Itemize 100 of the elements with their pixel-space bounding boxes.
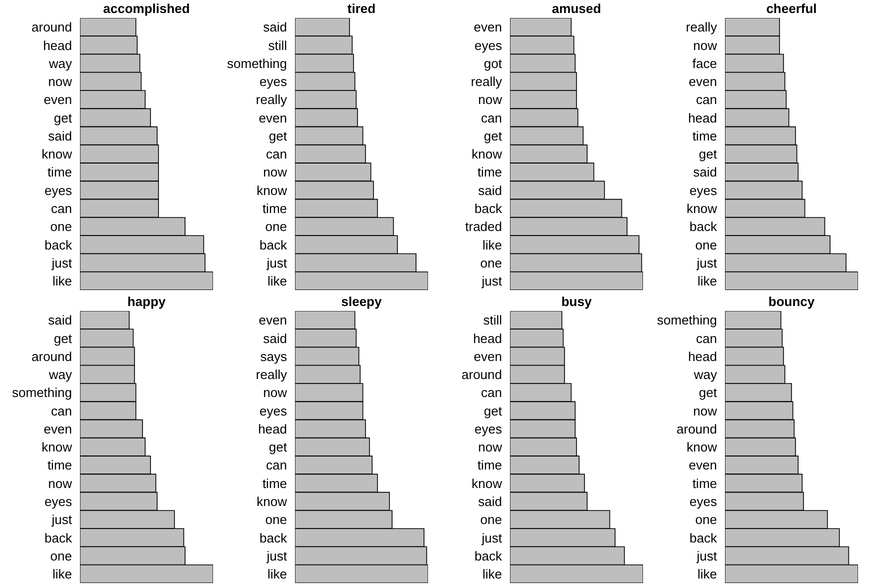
- y-tick-label: one: [50, 219, 72, 234]
- y-tick-label: head: [688, 110, 717, 126]
- y-tick-label: just: [266, 548, 288, 563]
- y-tick-label: way: [48, 366, 72, 382]
- y-tick-label: can: [51, 402, 72, 418]
- chart-title: amused: [550, 0, 602, 18]
- y-tick-label: can: [696, 330, 717, 346]
- y-tick-label: know: [256, 182, 288, 198]
- y-tick-label: eyes: [474, 38, 502, 53]
- y-tick-label: said: [48, 128, 72, 144]
- chart-title: busy: [560, 292, 593, 310]
- y-tick-label: now: [48, 74, 73, 90]
- y-tick-label: like: [697, 566, 717, 582]
- y-tick-label: said: [478, 494, 502, 509]
- y-tick-label: really: [686, 20, 718, 35]
- y-tick-label: know: [472, 475, 503, 490]
- y-tick-label: one: [480, 512, 502, 527]
- y-tick-label: now: [263, 384, 288, 400]
- y-tick-label: eyes: [690, 182, 718, 198]
- y-tick-label: back: [690, 530, 718, 545]
- y-tick-label: something: [227, 56, 287, 71]
- y-tick-label: just: [50, 512, 72, 527]
- y-tick-label: one: [480, 255, 502, 270]
- y-tick-label: just: [50, 255, 72, 270]
- y-tick-label: just: [480, 530, 502, 545]
- y-tick-label: back: [474, 548, 502, 563]
- y-tick-label: head: [43, 38, 72, 53]
- y-tick-label: around: [32, 348, 72, 364]
- y-tick-label: back: [260, 237, 288, 252]
- y-tick-label: like: [482, 237, 502, 252]
- y-tick-label: just: [696, 548, 718, 563]
- y-tick-label: still: [268, 38, 288, 53]
- y-tick-label: now: [478, 439, 503, 454]
- y-tick-label: get: [54, 330, 72, 346]
- y-tick-label: even: [474, 20, 502, 35]
- y-tick-label: know: [256, 494, 288, 509]
- y-tick-label: eyes: [260, 74, 288, 90]
- y-tick-label: time: [477, 164, 502, 180]
- y-tick-label: eyes: [474, 420, 502, 436]
- y-tick-label: something: [657, 312, 717, 328]
- chart-title: accomplished: [102, 0, 191, 18]
- chart-title: bouncy: [767, 292, 816, 310]
- y-tick-label: like: [267, 566, 287, 582]
- y-tick-label: know: [42, 439, 73, 454]
- y-tick-label: back: [44, 530, 72, 545]
- y-tick-label: really: [470, 74, 502, 90]
- y-tick-label: head: [688, 348, 717, 364]
- y-tick-label: can: [266, 457, 287, 472]
- y-tick-label: one: [695, 512, 717, 527]
- y-tick-label: still: [483, 312, 502, 328]
- y-tick-label: even: [474, 348, 502, 364]
- y-tick-label: said: [693, 164, 717, 180]
- y-tick-label: eyes: [44, 182, 72, 198]
- y-tick-label: just: [696, 255, 718, 270]
- y-tick-label: way: [692, 366, 718, 382]
- y-tick-label: one: [265, 512, 287, 527]
- y-tick-label: get: [698, 384, 718, 400]
- y-tick-label: eyes: [690, 494, 718, 509]
- y-tick-label: head: [258, 420, 287, 436]
- y-tick-label: way: [48, 56, 72, 71]
- y-tick-label: said: [263, 330, 287, 346]
- y-tick-label: can: [481, 110, 502, 126]
- y-tick-label: eyes: [44, 494, 72, 509]
- y-tick-label: even: [258, 312, 287, 328]
- y-tick-label: time: [262, 201, 287, 216]
- y-tick-label: now: [693, 38, 718, 53]
- y-tick-label: can: [51, 201, 72, 216]
- y-tick-label: get: [268, 439, 288, 454]
- y-tick-label: really: [256, 92, 288, 108]
- y-tick-label: back: [690, 219, 718, 234]
- y-tick-label: like: [267, 274, 287, 289]
- y-tick-label: get: [484, 128, 502, 144]
- y-tick-label: even: [688, 74, 717, 90]
- y-tick-label: time: [47, 457, 72, 472]
- y-tick-label: can: [481, 384, 502, 400]
- y-tick-label: said: [478, 182, 502, 198]
- y-tick-label: said: [48, 312, 72, 328]
- y-tick-label: get: [268, 128, 288, 144]
- y-tick-label: like: [482, 566, 502, 582]
- y-tick-label: around: [676, 420, 717, 436]
- y-tick-label: like: [52, 274, 72, 289]
- y-tick-label: time: [262, 475, 287, 490]
- y-tick-label: time: [692, 475, 717, 490]
- y-tick-label: says: [260, 348, 288, 364]
- y-tick-label: one: [265, 219, 287, 234]
- y-tick-label: one: [695, 237, 717, 252]
- y-tick-label: eyes: [260, 402, 288, 418]
- y-tick-label: now: [48, 475, 73, 490]
- y-tick-label: now: [263, 164, 288, 180]
- chart-title: tired: [346, 0, 377, 18]
- y-tick-label: time: [47, 164, 72, 180]
- chart-title: sleepy: [340, 292, 383, 310]
- y-tick-label: even: [44, 92, 72, 108]
- y-tick-label: one: [50, 548, 72, 563]
- y-tick-label: can: [696, 92, 717, 108]
- y-tick-label: even: [258, 110, 287, 126]
- y-tick-label: now: [693, 402, 718, 418]
- y-tick-label: like: [697, 274, 717, 289]
- chart-title: happy: [126, 292, 167, 310]
- y-tick-label: back: [474, 201, 502, 216]
